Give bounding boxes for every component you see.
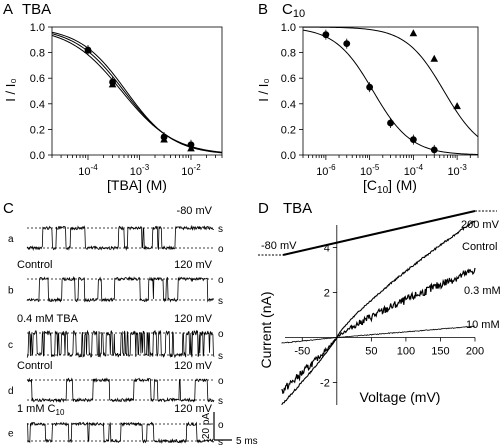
ramp-start-label: -80 mV [261,240,297,252]
iv-ytick-label: 2 [324,288,330,300]
panel-b-ytick-label: 0.6 [281,73,296,85]
channel-trace [26,377,215,403]
trace-level-label: s [218,351,223,362]
panel-a-ytick-label: 1.0 [30,22,45,34]
iv-ylabel: Current (nA) [258,291,274,368]
trace-condition-label: Control [17,360,52,372]
panel-b-data-point-circle [409,136,417,144]
panel-b-data-point-circle [387,119,394,127]
panel-b-letter: B [258,1,269,18]
panel-d-title: TBA [283,200,313,217]
iv-xtick-label: -50 [294,346,310,358]
panel-b-data-point-triangle [453,102,461,110]
channel-trace [26,224,215,252]
panel-b-ytick-label: 0.0 [281,150,296,162]
iv-trace [281,220,476,406]
iv-xtick-label: 50 [365,346,377,358]
scalebar-current-label: 20 pA [201,413,212,439]
trace-level-label: o [218,420,224,431]
trace-voltage-label: -80 mV [177,205,213,217]
panel-a-ytick-label: 0.6 [30,73,45,85]
panel-b-data-point-triangle [409,29,418,37]
panel-a-data-point-triangle [187,144,195,152]
trace-voltage-label: 120 mV [174,360,213,372]
panel-a-data-point-triangle [160,135,168,143]
ramp-end-label: 200 mV [461,219,500,231]
trace-level-label: s [218,296,223,307]
panel-a-fit-curve [51,31,223,154]
panel-a-ytick-label: 0.2 [30,124,45,136]
panel-b-title: C10 [282,1,306,20]
trace-level-label: o [218,244,224,255]
trace-voltage-label: 120 mV [174,259,213,271]
panel-a-ytick-label: 0.4 [30,99,45,111]
panel-c-letter: C [3,200,14,217]
panel-b-xtick-label: 10-4 [404,163,424,178]
trace-row-letter: c [8,340,13,351]
trace-voltage-label: 120 mV [174,403,213,415]
trace-level-label: s [218,396,223,407]
panel-b-ytick-label: 0.4 [281,99,296,111]
trace-level-label: o [218,329,224,340]
voltage-ramp [282,210,476,256]
panel-b-data-point-circle [343,40,351,48]
iv-series-label: Control [462,241,497,253]
panel-a-xtick-label: 10-2 [181,163,201,178]
panel-b-ylabel: I / I₀ [256,78,271,101]
panel-a-ytick-label: 0.0 [30,150,45,162]
trace-level-label: s [218,224,223,235]
iv-xtick-label: 100 [397,346,415,358]
iv-xlabel: Voltage (mV) [360,389,441,405]
scalebar-time-label: 5 ms [236,436,258,446]
channel-trace [26,275,215,303]
panel-b-xtick-label: 10-6 [316,163,336,178]
panel-b-xtick-label: 10-5 [360,163,380,178]
iv-xtick-label: 200 [466,346,484,358]
panel-a-data-point-triangle [108,80,117,88]
panel-a-title: TBA [22,1,52,18]
panel-a-letter: A [3,1,14,18]
panel-a-xtick-label: 10-4 [78,163,98,178]
panel-b-ytick-label: 0.2 [281,124,296,136]
trace-level-label: o [218,376,224,387]
panel-b-data-point-triangle [430,54,439,62]
trace-condition-label: 1 mM C10 [17,403,65,417]
trace-row-letter: a [8,234,14,245]
panel-a-ylabel: I / I₀ [3,78,18,101]
panel-b-data-point-circle [430,146,438,154]
trace-row-letter: d [8,386,14,397]
panel-b-data-point-circle [322,31,330,39]
trace-level-label: o [218,275,224,286]
trace-level-label: s [218,437,223,446]
trace-row-letter: b [8,286,14,297]
iv-ytick-label: 4 [324,243,330,255]
panel-b-ytick-label: 1.0 [281,22,296,34]
panel-b-data-point-circle [366,83,374,91]
panel-a-xlabel: [TBA] (M) [107,177,167,193]
channel-trace [26,329,215,359]
panel-d-letter: D [258,200,269,217]
panel-b-fit-curve [303,26,479,138]
panel-b-xtick-label: 10-3 [447,163,467,178]
iv-series-label: 0.3 mM [464,285,500,297]
panel-a-xtick-label: 10-3 [130,163,150,178]
trace-voltage-label: 120 mV [174,313,213,325]
trace-condition-label: Control [17,259,52,271]
iv-xtick-label: 150 [431,346,449,358]
iv-ytick-label: -2 [320,378,330,390]
panel-b-ytick-label: 0.8 [281,48,296,60]
channel-trace [26,421,215,445]
trace-row-letter: e [8,429,14,440]
panel-a-ytick-label: 0.8 [30,48,45,60]
panel-a-data-point-triangle [84,45,92,53]
panel-b-xlabel: [C10] (M) [363,177,417,196]
trace-condition-label: 0.4 mM TBA [17,313,79,325]
iv-series-label: 10 mM [466,319,500,331]
iv-trace [281,325,476,344]
iv-trace [281,267,476,395]
